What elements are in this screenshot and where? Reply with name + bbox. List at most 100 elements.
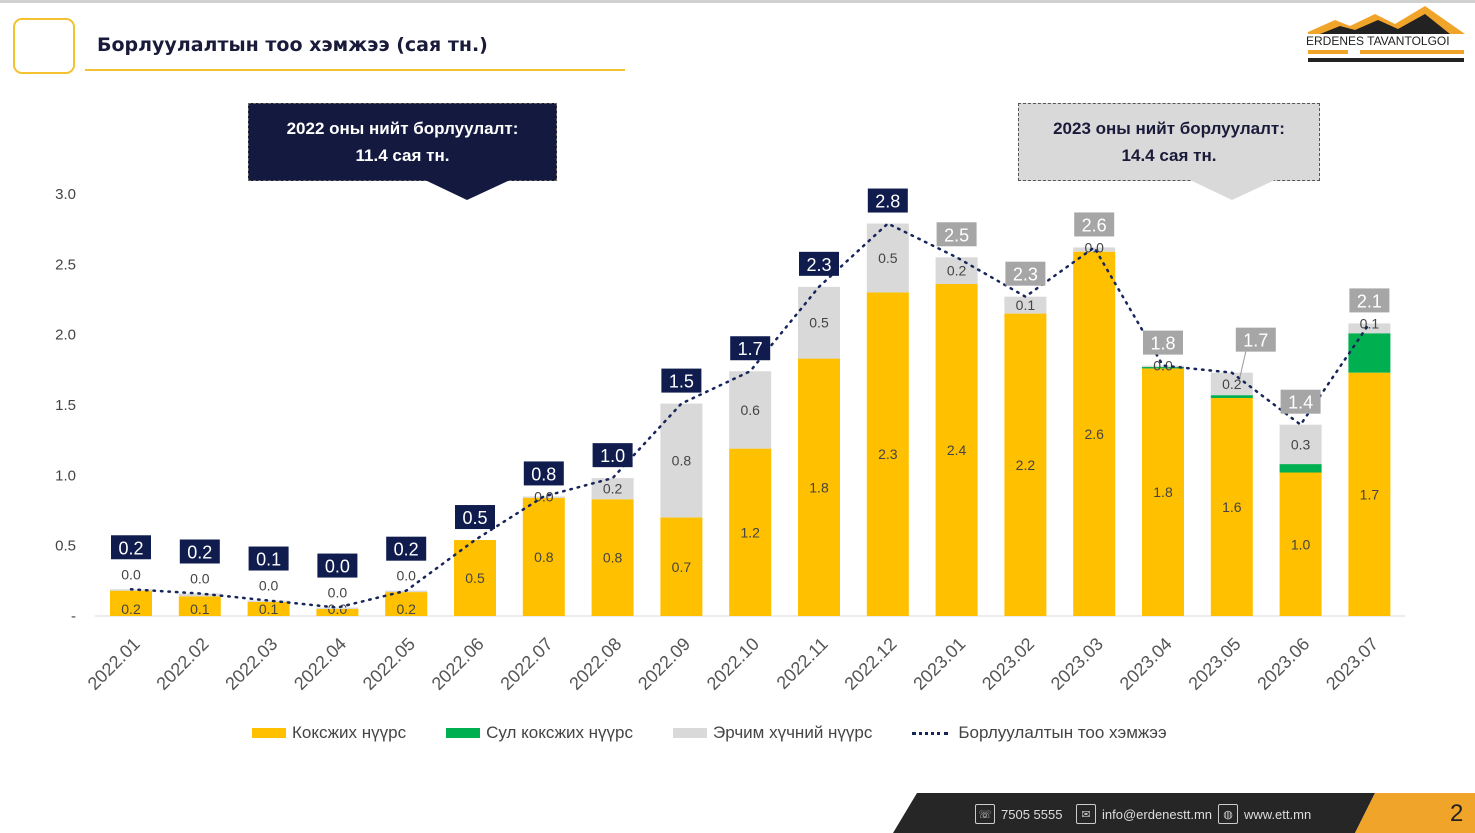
bar-segment-thermal: [798, 286, 840, 359]
total-label: 1.8: [1150, 334, 1175, 354]
bar-segment-coking: [1004, 313, 1047, 616]
bar-segment-coking: [798, 358, 840, 616]
legend-label: Сул коксжих нүүрс: [486, 723, 634, 742]
total-label: 1.7: [738, 339, 763, 359]
y-tick-label: 0.5: [55, 538, 76, 555]
bar-segment-semi-coking: [1279, 464, 1322, 473]
data-label: 2.2: [1016, 457, 1036, 473]
data-label: 1.6: [1222, 499, 1242, 515]
total-label: 1.0: [600, 446, 625, 466]
legend-swatch: [912, 731, 949, 735]
data-label: 0.5: [878, 250, 898, 266]
total-label: 2.1: [1357, 291, 1382, 311]
x-tick-label: 2022.09: [634, 634, 694, 694]
legend-label: Борлуулалтын тоо хэмжээ: [958, 723, 1167, 742]
data-label: 0.1: [259, 601, 279, 617]
x-tick-label: 2023.06: [1253, 634, 1313, 694]
mail-icon: ✉: [1076, 804, 1096, 824]
total-label-box: [179, 539, 220, 564]
bar-segment-coking: [1279, 472, 1322, 616]
data-label: 1.8: [1153, 484, 1173, 500]
y-tick-label: 1.5: [55, 397, 76, 414]
total-label-box: [248, 546, 289, 571]
legend-swatch: [446, 728, 481, 738]
bar-segment-semi-coking: [1348, 333, 1391, 373]
total-label: 2.8: [875, 192, 900, 212]
data-label: 0.2: [603, 481, 623, 497]
x-tick-label: 2023.01: [909, 634, 969, 694]
bar-segment-coking: [316, 608, 359, 616]
footer-band: [893, 793, 1475, 833]
bar-segment-thermal: [591, 478, 634, 500]
y-tick-label: 3.0: [55, 186, 76, 203]
total-label: 0.5: [462, 508, 487, 528]
total-label: 0.0: [325, 557, 350, 577]
data-label: 0.2: [121, 601, 141, 617]
total-label-box: [1005, 261, 1046, 286]
total-label-box: [867, 188, 908, 213]
bar-segment-thermal: [316, 607, 359, 609]
y-tick-label: 1.0: [55, 467, 76, 484]
data-label: 0.2: [396, 601, 416, 617]
callout-2022-pointer: [425, 180, 510, 200]
total-label: 0.2: [118, 538, 143, 558]
legend-semi-coking: Сул коксжих нүүрс: [446, 723, 633, 743]
bar-segment-coking: [866, 292, 909, 616]
footer-phone: ☏ 7505 5555: [975, 804, 1062, 824]
data-label: 0.2: [1222, 376, 1242, 392]
total-label-box: [523, 461, 564, 486]
data-label: 1.8: [809, 479, 829, 495]
total-label-box: [799, 251, 839, 276]
web-text[interactable]: www.ett.mn: [1244, 806, 1312, 822]
bar-segment-coking: [729, 448, 772, 616]
x-tick-label: 2023.07: [1322, 634, 1382, 694]
callout-2022-total: 2022 оны нийт борлуулалт: 11.4 сая тн.: [248, 103, 557, 181]
data-label: 1.7: [1360, 486, 1380, 502]
footer-email[interactable]: ✉ info@erdenestt.mn: [1076, 804, 1212, 824]
x-tick-label: 2023.02: [978, 634, 1038, 694]
data-label: 0.6: [740, 402, 760, 418]
total-label-box: [661, 368, 702, 393]
bar-segment-coking: [385, 592, 428, 616]
x-tick-label: 2022.07: [496, 634, 556, 694]
data-label: 0.0: [1084, 239, 1104, 255]
legend-label: Коксжих нүүрс: [292, 723, 407, 742]
bar-segment-coking: [247, 601, 290, 616]
bar-segment-thermal: [1073, 247, 1116, 252]
callout-2023-line1: 2023 оны нийт борлуулалт:: [1053, 119, 1285, 138]
total-label: 1.4: [1288, 393, 1313, 413]
data-label: 1.0: [1291, 536, 1311, 552]
email-text[interactable]: info@erdenestt.mn: [1102, 806, 1213, 822]
data-label: 2.6: [1084, 426, 1104, 442]
total-label-box: [1074, 212, 1115, 237]
total-label: 1.7: [1243, 331, 1268, 351]
data-label: 0.8: [603, 550, 623, 566]
title-underline: [85, 69, 625, 71]
bar-segment-thermal: [1142, 365, 1184, 368]
x-tick-label: 2023.04: [1116, 634, 1176, 694]
y-tick-label: 2.0: [55, 327, 76, 344]
footer-web[interactable]: ◍ www.ett.mn: [1218, 804, 1311, 824]
bar-segment-coking: [591, 499, 634, 616]
total-label-box: [730, 336, 771, 361]
phone-text: 7505 5555: [1001, 806, 1063, 822]
legend-thermal: Эрчим хүчний нүүрс: [673, 723, 872, 743]
legend-swatch: [252, 728, 286, 738]
callout-2023-total: 2023 оны нийт борлуулалт: 14.4 сая тн.: [1018, 103, 1320, 181]
x-tick-label: 2022.04: [290, 634, 350, 694]
legend-total-line: Борлуулалтын тоо хэмжээ: [912, 723, 1167, 743]
data-label: 0.3: [1291, 436, 1311, 452]
total-label: 1.5: [669, 372, 694, 392]
bar-segment-thermal: [1279, 424, 1322, 465]
bar-segment-thermal: [935, 257, 978, 285]
data-label: 0.0: [396, 568, 416, 584]
legend-swatch: [673, 728, 708, 738]
bar-segment-coking: [660, 517, 703, 616]
x-tick-label: 2023.03: [1047, 634, 1107, 694]
data-label: 0.8: [672, 453, 692, 469]
x-tick-label: 2022.01: [84, 634, 144, 694]
bar-segment-coking: [1142, 368, 1184, 616]
legend-label: Эрчим хүчний нүүрс: [713, 723, 873, 742]
data-label: 0.0: [328, 601, 348, 617]
data-label: 0.8: [534, 549, 554, 565]
